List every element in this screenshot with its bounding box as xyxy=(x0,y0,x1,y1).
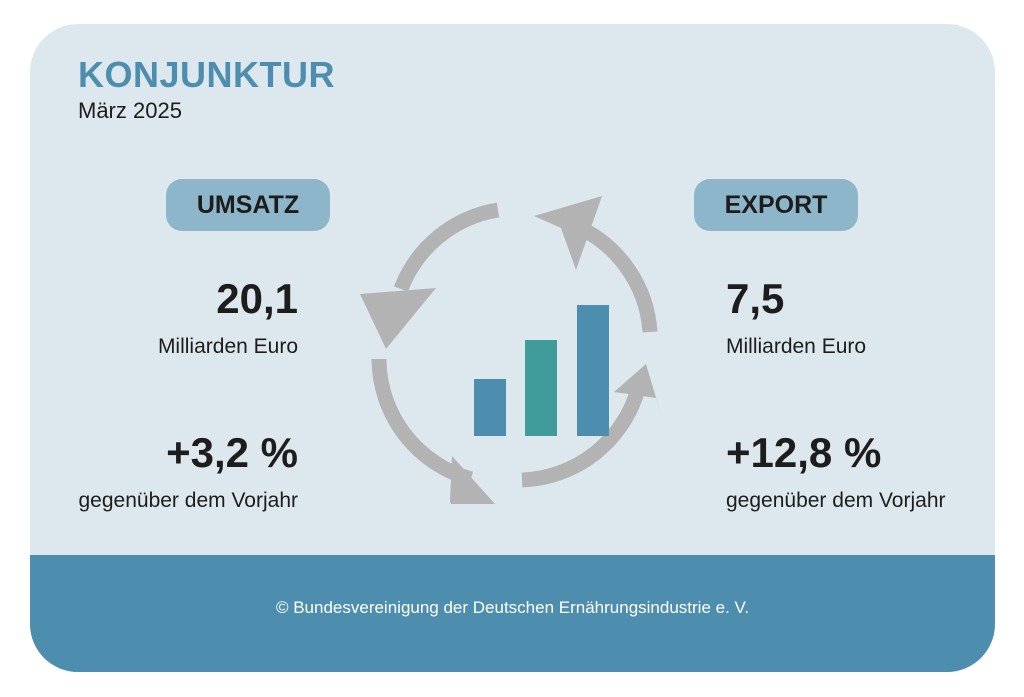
arrow-head-top xyxy=(534,196,602,270)
umsatz-badge: UMSATZ xyxy=(166,179,330,231)
export-unit: Milliarden Euro xyxy=(726,335,867,358)
cycle-growth-bars-icon xyxy=(360,196,666,504)
umsatz-change-note: gegenüber dem Vorjahr xyxy=(78,489,299,512)
umsatz-value: 20,1 xyxy=(216,275,298,322)
arrow-arc-top-left xyxy=(393,202,500,292)
bar-large xyxy=(577,305,609,436)
arrow-head-bottom xyxy=(450,456,496,504)
page-title: KONJUNKTUR xyxy=(78,54,335,95)
export-badge: EXPORT xyxy=(694,179,858,231)
bar-small xyxy=(474,379,506,436)
export-value: 7,5 xyxy=(726,275,785,322)
arrow-head-left xyxy=(360,288,436,349)
footer-copyright: © Bundesvereinigung der Deutschen Ernähr… xyxy=(30,555,995,672)
konjunktur-card: KONJUNKTUR März 2025 UMSATZ EXPORT 20,1 … xyxy=(30,24,995,672)
export-change: +12,8 % xyxy=(726,429,882,476)
bar-medium xyxy=(525,340,557,436)
page-subtitle: März 2025 xyxy=(78,98,182,123)
umsatz-change: +3,2 % xyxy=(166,429,298,476)
arrow-arc-bottom-right xyxy=(521,386,646,488)
arrow-arc-bottom-left xyxy=(371,358,474,487)
export-change-note: gegenüber dem Vorjahr xyxy=(726,489,946,512)
umsatz-unit: Milliarden Euro xyxy=(157,335,298,358)
arrow-head-right xyxy=(614,364,666,431)
